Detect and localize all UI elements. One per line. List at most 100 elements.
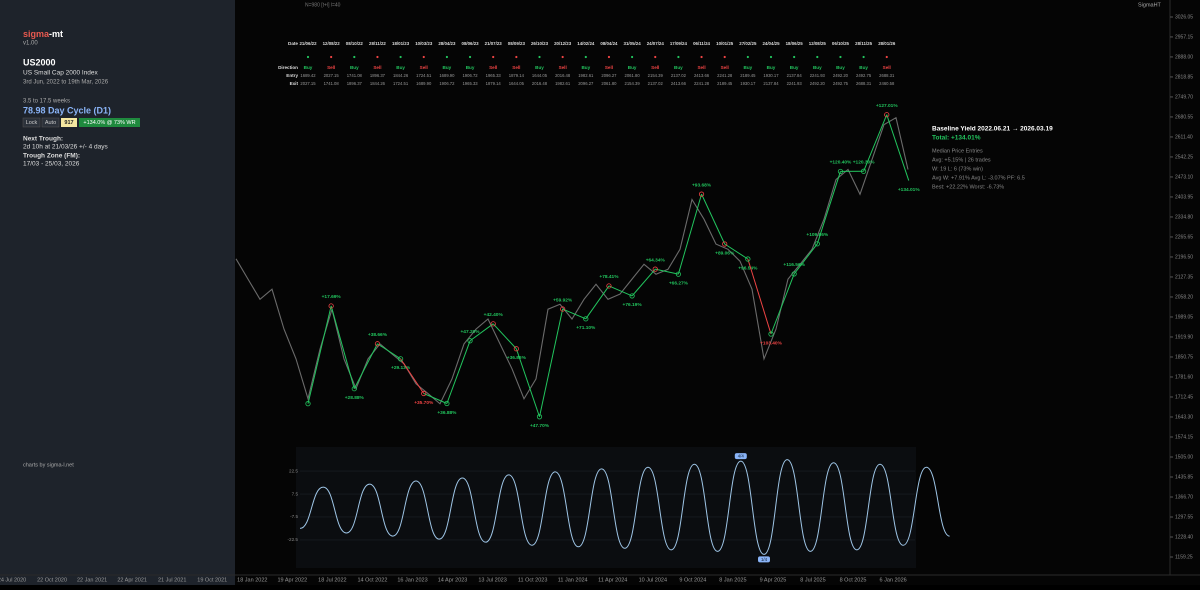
cumulative-label: +47.20% <box>461 329 481 335</box>
zone: 17/03 - 25/03, 2026 <box>23 161 80 168</box>
x-tick-label: 13 Jul 2023 <box>478 577 506 583</box>
table-exit: 1741.08 <box>324 81 340 86</box>
cumulative-label: +76.19% <box>623 302 643 308</box>
table-date: 20/12/23 <box>554 41 572 46</box>
y-tick-label: 2888.00 <box>1175 54 1193 60</box>
table-exit: 2189.45 <box>717 81 733 86</box>
table-date: 21/07/23 <box>485 41 503 46</box>
table-direction: Sell <box>651 65 659 70</box>
table-entry: 2492.20 <box>833 73 849 78</box>
row-label: Date <box>288 41 298 46</box>
table-entry: 2688.31 <box>879 73 895 78</box>
table-direction: Sell <box>883 65 891 70</box>
row-label: Exit <box>290 81 299 86</box>
y-tick-label: 2058.20 <box>1175 294 1193 300</box>
stats-line: W: 19 L: 6 (73% win) <box>932 166 983 172</box>
y-tick-label: 1712.45 <box>1175 394 1193 400</box>
y-tick-label: 2542.25 <box>1175 154 1193 160</box>
cumulative-label: +38.66% <box>368 332 388 338</box>
table-date: 24/04/25 <box>762 41 780 46</box>
table-exit: 2137.84 <box>763 81 779 86</box>
y-tick-label: 1159.25 <box>1175 554 1193 560</box>
x-tick-label: 22 Oct 2020 <box>37 577 67 583</box>
table-date: 06/10/25 <box>832 41 850 46</box>
cumulative-label: +127.01% <box>876 103 898 109</box>
button-label[interactable]: Auto <box>45 120 56 126</box>
window: 3.5 to 17.5 weeks <box>23 99 70 105</box>
x-tick-label: 9 Oct 2024 <box>679 577 706 583</box>
table-direction: Buy <box>443 65 452 70</box>
x-tick-label: 11 Apr 2024 <box>598 577 627 583</box>
next-trough-label: Next Trough: <box>23 136 63 143</box>
table-direction: Sell <box>420 65 428 70</box>
y-tick-label: 2611.40 <box>1175 134 1193 140</box>
direction-dot <box>631 56 633 58</box>
table-direction: Buy <box>396 65 405 70</box>
table-date: 28/11/25 <box>855 41 872 46</box>
direction-dot <box>793 56 795 58</box>
table-exit: 2241.93 <box>787 81 803 86</box>
direction-dot <box>816 56 818 58</box>
table-direction: Buy <box>767 65 776 70</box>
stats-line: Median Price Entries <box>932 148 983 154</box>
direction-dot <box>446 56 448 58</box>
table-direction: Sell <box>605 65 613 70</box>
stats-line: Avg W: +7.91% Avg L: -3.07% PF: 6.5 <box>932 175 1025 181</box>
table-direction: Buy <box>836 65 845 70</box>
table-date: 26/10/23 <box>531 41 549 46</box>
badge-label: +134.0% @ 73% WR <box>83 120 135 126</box>
y-tick-label: 3026.05 <box>1175 14 1193 20</box>
table-exit: 2460.58 <box>879 81 895 86</box>
cumulative-label: +42.40% <box>484 312 504 318</box>
stats-line: Best: +22.22% Worst: -6.73% <box>932 184 1004 190</box>
x-tick-label: 19 Oct 2021 <box>197 577 227 583</box>
table-direction: Sell <box>489 65 497 70</box>
table-entry: 2027.15 <box>324 73 340 78</box>
button-label[interactable]: 917 <box>64 120 73 126</box>
table-date: 28/01/26 <box>878 41 896 46</box>
table-entry: 1689.90 <box>439 73 455 78</box>
direction-dot <box>839 56 841 58</box>
table-direction: Buy <box>350 65 359 70</box>
direction-dot <box>562 56 564 58</box>
table-exit: 1724.51 <box>393 81 409 86</box>
x-tick-label: 8 Jan 2025 <box>719 577 746 583</box>
table-entry: 2241.28 <box>717 73 733 78</box>
y-tick-label: 1366.70 <box>1175 494 1193 500</box>
x-tick-label: 10 Jul 2024 <box>639 577 667 583</box>
table-entry: 1896.37 <box>370 73 386 78</box>
direction-dot <box>538 56 540 58</box>
table-direction: Buy <box>466 65 475 70</box>
table-entry: 1689.42 <box>300 73 316 78</box>
table-date: 08/06/23 <box>462 41 480 46</box>
table-date: 08/09/23 <box>508 41 526 46</box>
table-entry: 1906.72 <box>462 73 478 78</box>
y-tick-label: 2196.50 <box>1175 254 1193 260</box>
x-tick-label: 14 Apr 2023 <box>438 577 468 583</box>
table-exit: 1965.33 <box>462 81 478 86</box>
button-label[interactable]: Lock <box>26 120 38 126</box>
table-date: 10/03/23 <box>415 41 433 46</box>
table-date: 14/02/24 <box>577 41 595 46</box>
x-tick-label: 18 Jan 2022 <box>237 577 267 583</box>
table-exit: 2096.27 <box>578 81 594 86</box>
oscillator-tick-label: 22.5 <box>289 468 298 473</box>
table-entry: 2154.39 <box>648 73 664 78</box>
y-tick-label: 2473.10 <box>1175 174 1193 180</box>
x-tick-label: 6 Jan 2026 <box>879 577 906 583</box>
y-tick-label: 2127.35 <box>1175 274 1193 280</box>
table-exit: 1982.61 <box>555 81 571 86</box>
table-date: 17/09/24 <box>670 41 688 46</box>
table-direction: Sell <box>373 65 381 70</box>
table-exit: 2027.15 <box>300 81 316 86</box>
table-exit: 2154.39 <box>625 81 641 86</box>
direction-dot <box>400 56 402 58</box>
table-direction: Buy <box>813 65 822 70</box>
table-direction: Buy <box>628 65 637 70</box>
table-exit: 1896.37 <box>347 81 363 86</box>
direction-dot <box>469 56 471 58</box>
instrument: US Small Cap 2000 Index <box>23 70 99 77</box>
y-tick-label: 1989.05 <box>1175 314 1193 320</box>
table-exit: 2137.02 <box>648 81 664 86</box>
